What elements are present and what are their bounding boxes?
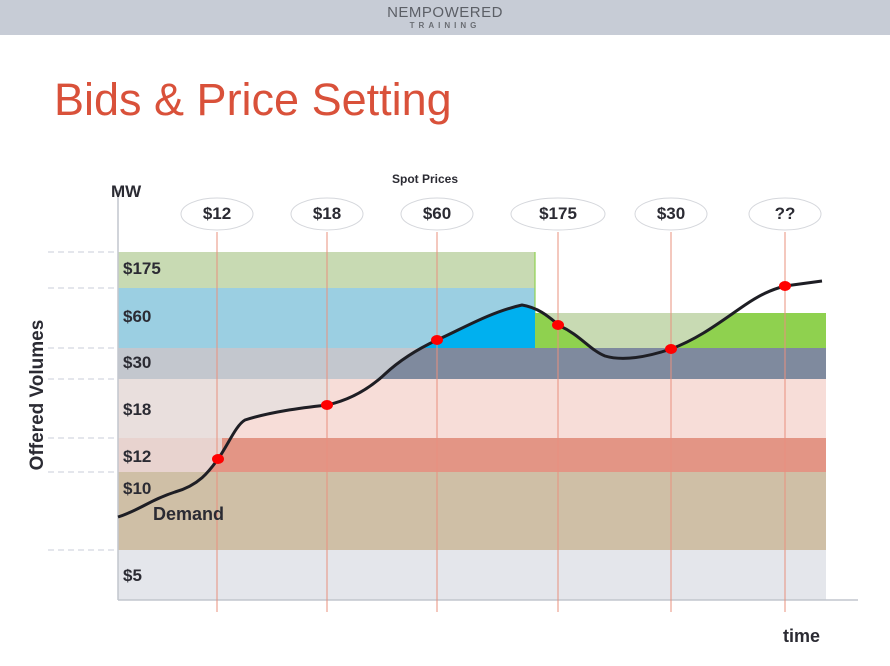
spot-price-3: $60	[422, 204, 452, 223]
spot-price-1: $12	[202, 204, 232, 223]
spot-price-6: ??	[774, 204, 796, 223]
demand-label: Demand	[153, 504, 225, 524]
chart-title: Spot Prices	[392, 172, 459, 186]
band-10	[118, 472, 826, 550]
band-label-5: $5	[123, 566, 142, 585]
band-label-30: $30	[123, 353, 152, 372]
band-label-175: $175	[123, 259, 161, 278]
x-axis-label: time	[783, 626, 821, 646]
guide-lines	[48, 251, 118, 551]
spot-price-ellipses	[180, 197, 822, 231]
logo-subtext: TRAINING	[409, 21, 481, 30]
band-label-10: $10	[123, 479, 152, 498]
header-bar: NEMPOWERED TRAINING	[0, 0, 890, 35]
band-5	[118, 550, 826, 600]
dispatch-points	[212, 281, 791, 464]
y-axis-label: Offered Volumes	[27, 319, 48, 471]
spot-price-5: $30	[656, 204, 686, 223]
spot-price-2: $18	[312, 204, 342, 223]
band-label-60: $60	[123, 307, 152, 326]
logo-text: NEMPOWERED	[387, 4, 503, 21]
band-label-18: $18	[123, 400, 152, 419]
slide-title: Bids & Price Setting	[54, 74, 452, 125]
price-lines	[216, 232, 786, 612]
spot-price-4: $175	[539, 204, 577, 223]
y-unit-label: MW	[111, 182, 142, 201]
band-label-12: $12	[123, 447, 152, 466]
